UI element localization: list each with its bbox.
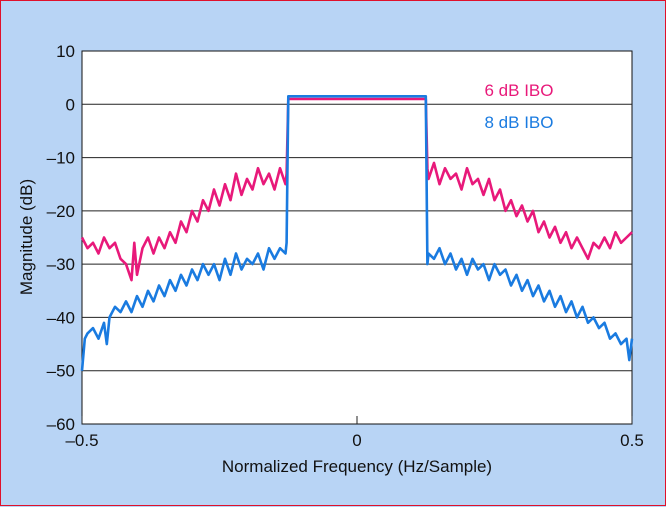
series-line-8db-ibo bbox=[80, 95, 634, 371]
y-tick-label: 0 bbox=[66, 95, 75, 114]
legend-label-8db-ibo: 8 dB IBO bbox=[485, 113, 554, 132]
legend-label-6db-ibo: 6 dB IBO bbox=[485, 81, 554, 100]
y-tick-label: –40 bbox=[47, 308, 75, 327]
y-tick-label: –50 bbox=[47, 362, 75, 381]
x-axis-ticks: –0.5 0 0.5 bbox=[65, 416, 644, 450]
y-tick-label: –20 bbox=[47, 202, 75, 221]
gridlines bbox=[82, 103, 632, 372]
y-tick-label: 10 bbox=[56, 42, 75, 61]
y-tick-label: –10 bbox=[47, 149, 75, 168]
y-axis-ticks: 10 0 –10 –20 –30 –40 –50 –60 bbox=[47, 42, 75, 434]
series-lines bbox=[80, 95, 634, 371]
x-tick-label: 0 bbox=[352, 431, 361, 450]
y-axis-title: Magnitude (dB) bbox=[17, 179, 36, 295]
y-tick-label: –30 bbox=[47, 255, 75, 274]
legend: 6 dB IBO 8 dB IBO bbox=[485, 81, 554, 132]
x-tick-label: –0.5 bbox=[65, 431, 98, 450]
x-axis-title: Normalized Frequency (Hz/Sample) bbox=[222, 457, 492, 476]
x-tick-label: 0.5 bbox=[620, 431, 644, 450]
y-tick-label: –60 bbox=[47, 415, 75, 434]
